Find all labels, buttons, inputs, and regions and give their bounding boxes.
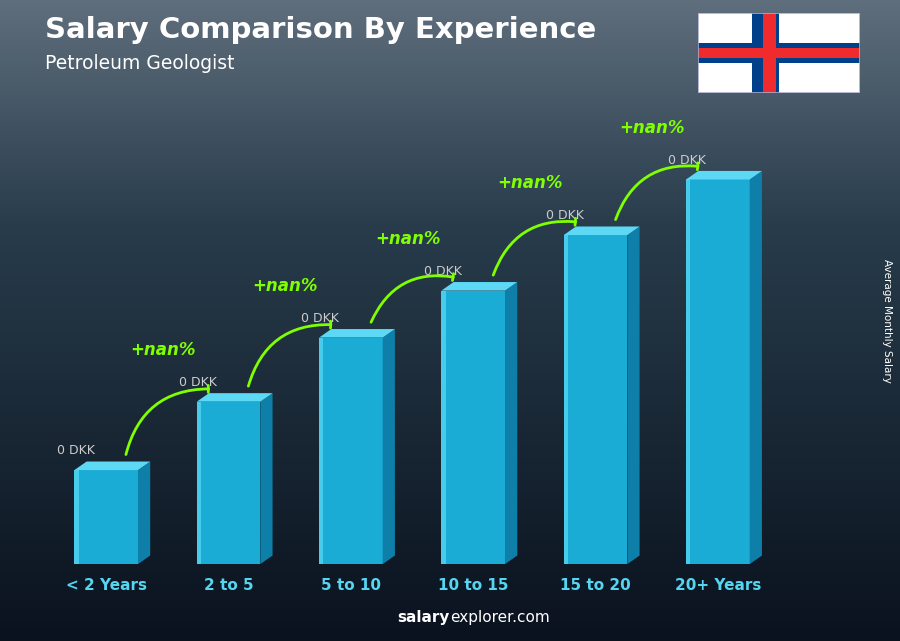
Polygon shape	[441, 290, 505, 564]
Polygon shape	[320, 338, 323, 564]
Text: salary: salary	[398, 610, 450, 625]
Polygon shape	[563, 235, 568, 564]
Polygon shape	[563, 226, 640, 235]
Polygon shape	[197, 402, 201, 564]
Polygon shape	[75, 470, 138, 564]
Polygon shape	[320, 329, 395, 338]
Polygon shape	[441, 282, 518, 290]
Text: Average Monthly Salary: Average Monthly Salary	[881, 258, 892, 383]
Text: Salary Comparison By Experience: Salary Comparison By Experience	[45, 16, 596, 44]
Bar	[752, 13, 778, 93]
Polygon shape	[441, 290, 446, 564]
Polygon shape	[75, 470, 78, 564]
Text: +nan%: +nan%	[619, 119, 685, 137]
Polygon shape	[382, 329, 395, 564]
Text: 0 DKK: 0 DKK	[546, 209, 584, 222]
Polygon shape	[197, 402, 260, 564]
Polygon shape	[686, 179, 690, 564]
Polygon shape	[320, 338, 382, 564]
Text: 0 DKK: 0 DKK	[179, 376, 217, 389]
Text: 0 DKK: 0 DKK	[424, 265, 462, 278]
Polygon shape	[563, 235, 627, 564]
Text: 0 DKK: 0 DKK	[302, 312, 339, 325]
Polygon shape	[627, 226, 640, 564]
Text: +nan%: +nan%	[252, 277, 318, 295]
Polygon shape	[197, 393, 273, 402]
Text: explorer.com: explorer.com	[450, 610, 550, 625]
Text: +nan%: +nan%	[130, 341, 195, 359]
Polygon shape	[686, 179, 750, 564]
Polygon shape	[138, 462, 150, 564]
Bar	[698, 43, 860, 63]
Polygon shape	[750, 171, 762, 564]
Text: +nan%: +nan%	[497, 174, 562, 192]
Bar	[763, 13, 776, 93]
Text: 0 DKK: 0 DKK	[57, 444, 94, 457]
Text: 0 DKK: 0 DKK	[669, 154, 707, 167]
Polygon shape	[75, 462, 150, 470]
Polygon shape	[505, 282, 518, 564]
Text: Petroleum Geologist: Petroleum Geologist	[45, 54, 235, 74]
Polygon shape	[686, 171, 762, 179]
Polygon shape	[260, 393, 273, 564]
Text: +nan%: +nan%	[374, 230, 440, 248]
Bar	[698, 48, 860, 58]
